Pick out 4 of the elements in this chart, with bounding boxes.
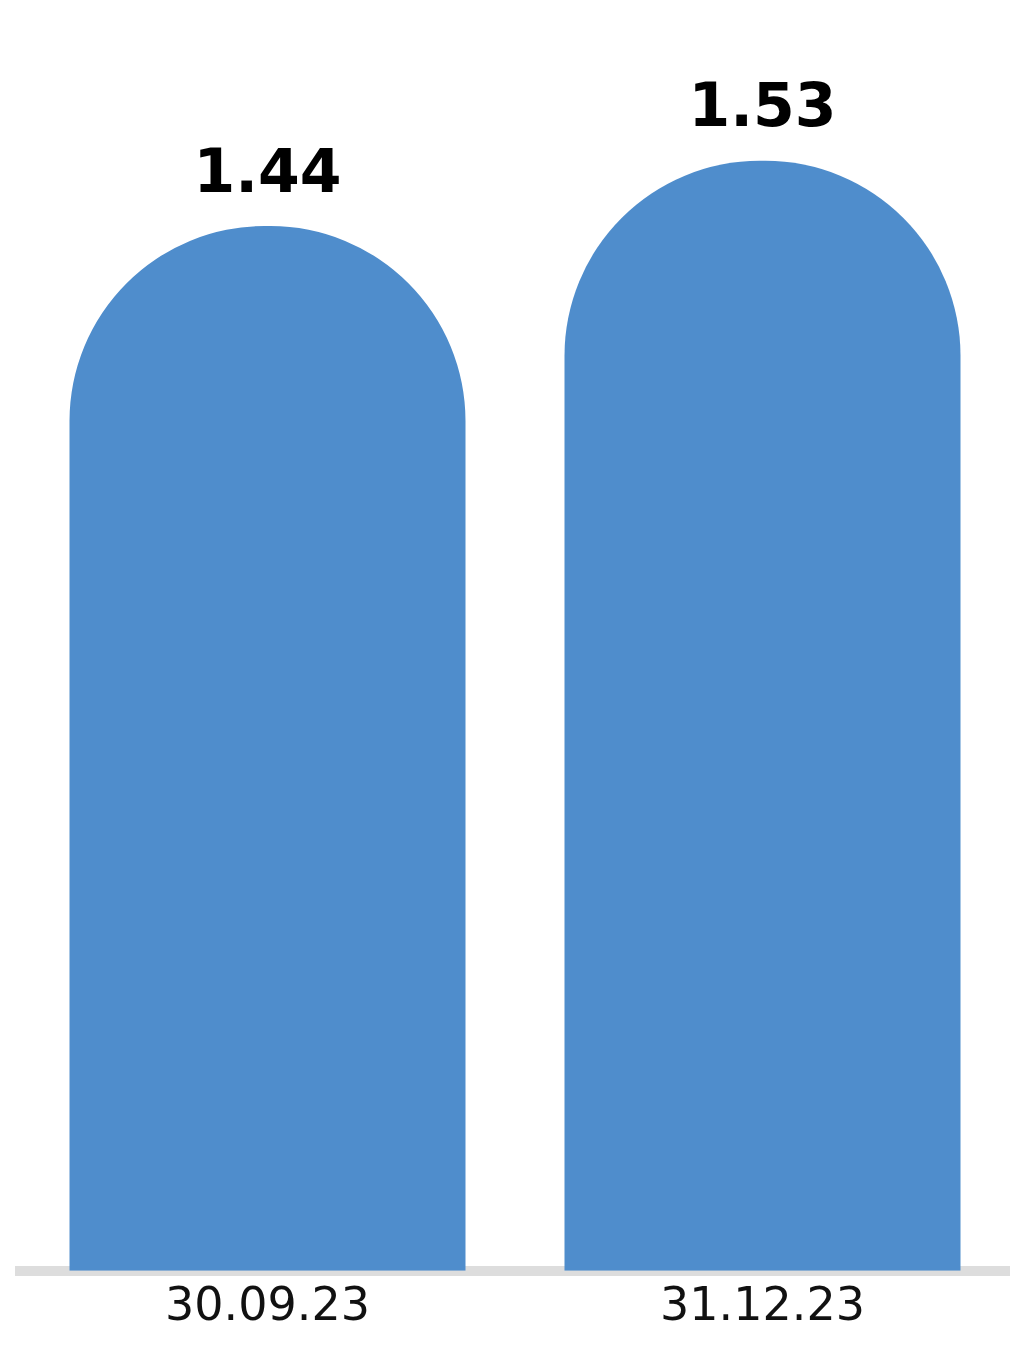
x-tick-label: 31.12.23	[660, 1277, 865, 1332]
x-tick-label: 30.09.23	[165, 1277, 370, 1332]
data-label: 1.44	[193, 135, 342, 206]
data-label: 1.53	[688, 70, 837, 141]
